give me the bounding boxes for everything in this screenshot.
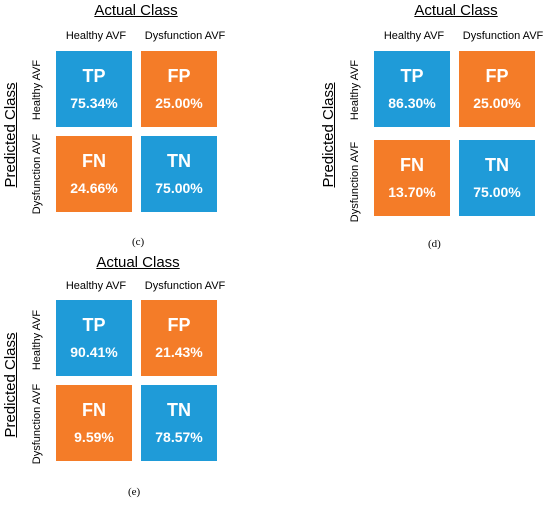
cell-value: 78.57% xyxy=(155,429,203,445)
cell-tp: TP 75.34% xyxy=(56,51,132,127)
cell-tn: TN 78.57% xyxy=(141,385,217,461)
confusion-matrix-c: Actual Class Healthy AVF Dysfunction AVF… xyxy=(0,0,260,250)
cell-fp: FP 25.00% xyxy=(141,51,217,127)
col-label-healthy: Healthy AVF xyxy=(65,30,127,42)
cell-value: 25.00% xyxy=(155,95,203,111)
cell-value: 75.00% xyxy=(473,184,521,200)
cell-abbr: FP xyxy=(167,66,191,86)
cell-abbr: TP xyxy=(82,315,106,335)
cell-fn: FN 13.70% xyxy=(374,140,450,216)
cell-tn: TN 75.00% xyxy=(141,136,217,212)
cell-value: 75.34% xyxy=(70,95,118,111)
cell-abbr: FN xyxy=(82,151,106,171)
cell-fp: FP 21.43% xyxy=(141,300,217,376)
cell-value: 90.41% xyxy=(70,344,118,360)
cell-value: 13.70% xyxy=(388,184,436,200)
row-label-dysfunction: Dysfunction AVF xyxy=(31,383,43,465)
caption-d: (d) xyxy=(428,238,441,250)
cell-value: 75.00% xyxy=(155,180,203,196)
cell-abbr: FP xyxy=(485,66,509,86)
cell-abbr: TP xyxy=(82,66,106,86)
row-label-dysfunction: Dysfunction AVF xyxy=(31,133,43,215)
cell-fn: FN 24.66% xyxy=(56,136,132,212)
confusion-matrix-d: Actual Class Healthy AVF Dysfunction AVF… xyxy=(318,0,550,260)
cell-fp: FP 25.00% xyxy=(459,51,535,127)
cell-value: 25.00% xyxy=(473,95,521,111)
confusion-matrix-e: Actual Class Healthy AVF Dysfunction AVF… xyxy=(0,252,260,506)
cell-abbr: TN xyxy=(167,151,191,171)
cell-abbr: FN xyxy=(82,400,106,420)
cell-value: 86.30% xyxy=(388,95,436,111)
col-label-dysfunction: Dysfunction AVF xyxy=(144,30,226,42)
cell-abbr: TN xyxy=(167,400,191,420)
cell-tp: TP 90.41% xyxy=(56,300,132,376)
col-label-dysfunction: Dysfunction AVF xyxy=(144,280,226,292)
cell-abbr: TP xyxy=(400,66,424,86)
row-label-healthy: Healthy AVF xyxy=(31,59,43,121)
col-label-healthy: Healthy AVF xyxy=(65,280,127,292)
cell-value: 24.66% xyxy=(70,180,118,196)
row-label-dysfunction: Dysfunction AVF xyxy=(349,141,361,223)
predicted-class-title: Predicted Class xyxy=(2,332,19,438)
cell-abbr: FN xyxy=(400,155,424,175)
cell-value: 21.43% xyxy=(155,344,203,360)
cell-fn: FN 9.59% xyxy=(56,385,132,461)
col-label-healthy: Healthy AVF xyxy=(383,30,445,42)
cell-tn: TN 75.00% xyxy=(459,140,535,216)
actual-class-title: Actual Class xyxy=(414,2,498,19)
caption-e: (e) xyxy=(128,486,141,498)
col-label-dysfunction: Dysfunction AVF xyxy=(462,30,544,42)
cell-abbr: FP xyxy=(167,315,191,335)
predicted-class-title: Predicted Class xyxy=(2,82,19,188)
cell-abbr: TN xyxy=(485,155,509,175)
row-label-healthy: Healthy AVF xyxy=(349,59,361,121)
actual-class-title: Actual Class xyxy=(96,254,180,271)
actual-class-title: Actual Class xyxy=(94,2,178,19)
cell-tp: TP 86.30% xyxy=(374,51,450,127)
row-label-healthy: Healthy AVF xyxy=(31,309,43,371)
caption-c: (c) xyxy=(132,236,145,248)
cell-value: 9.59% xyxy=(74,429,114,445)
predicted-class-title: Predicted Class xyxy=(320,82,337,188)
